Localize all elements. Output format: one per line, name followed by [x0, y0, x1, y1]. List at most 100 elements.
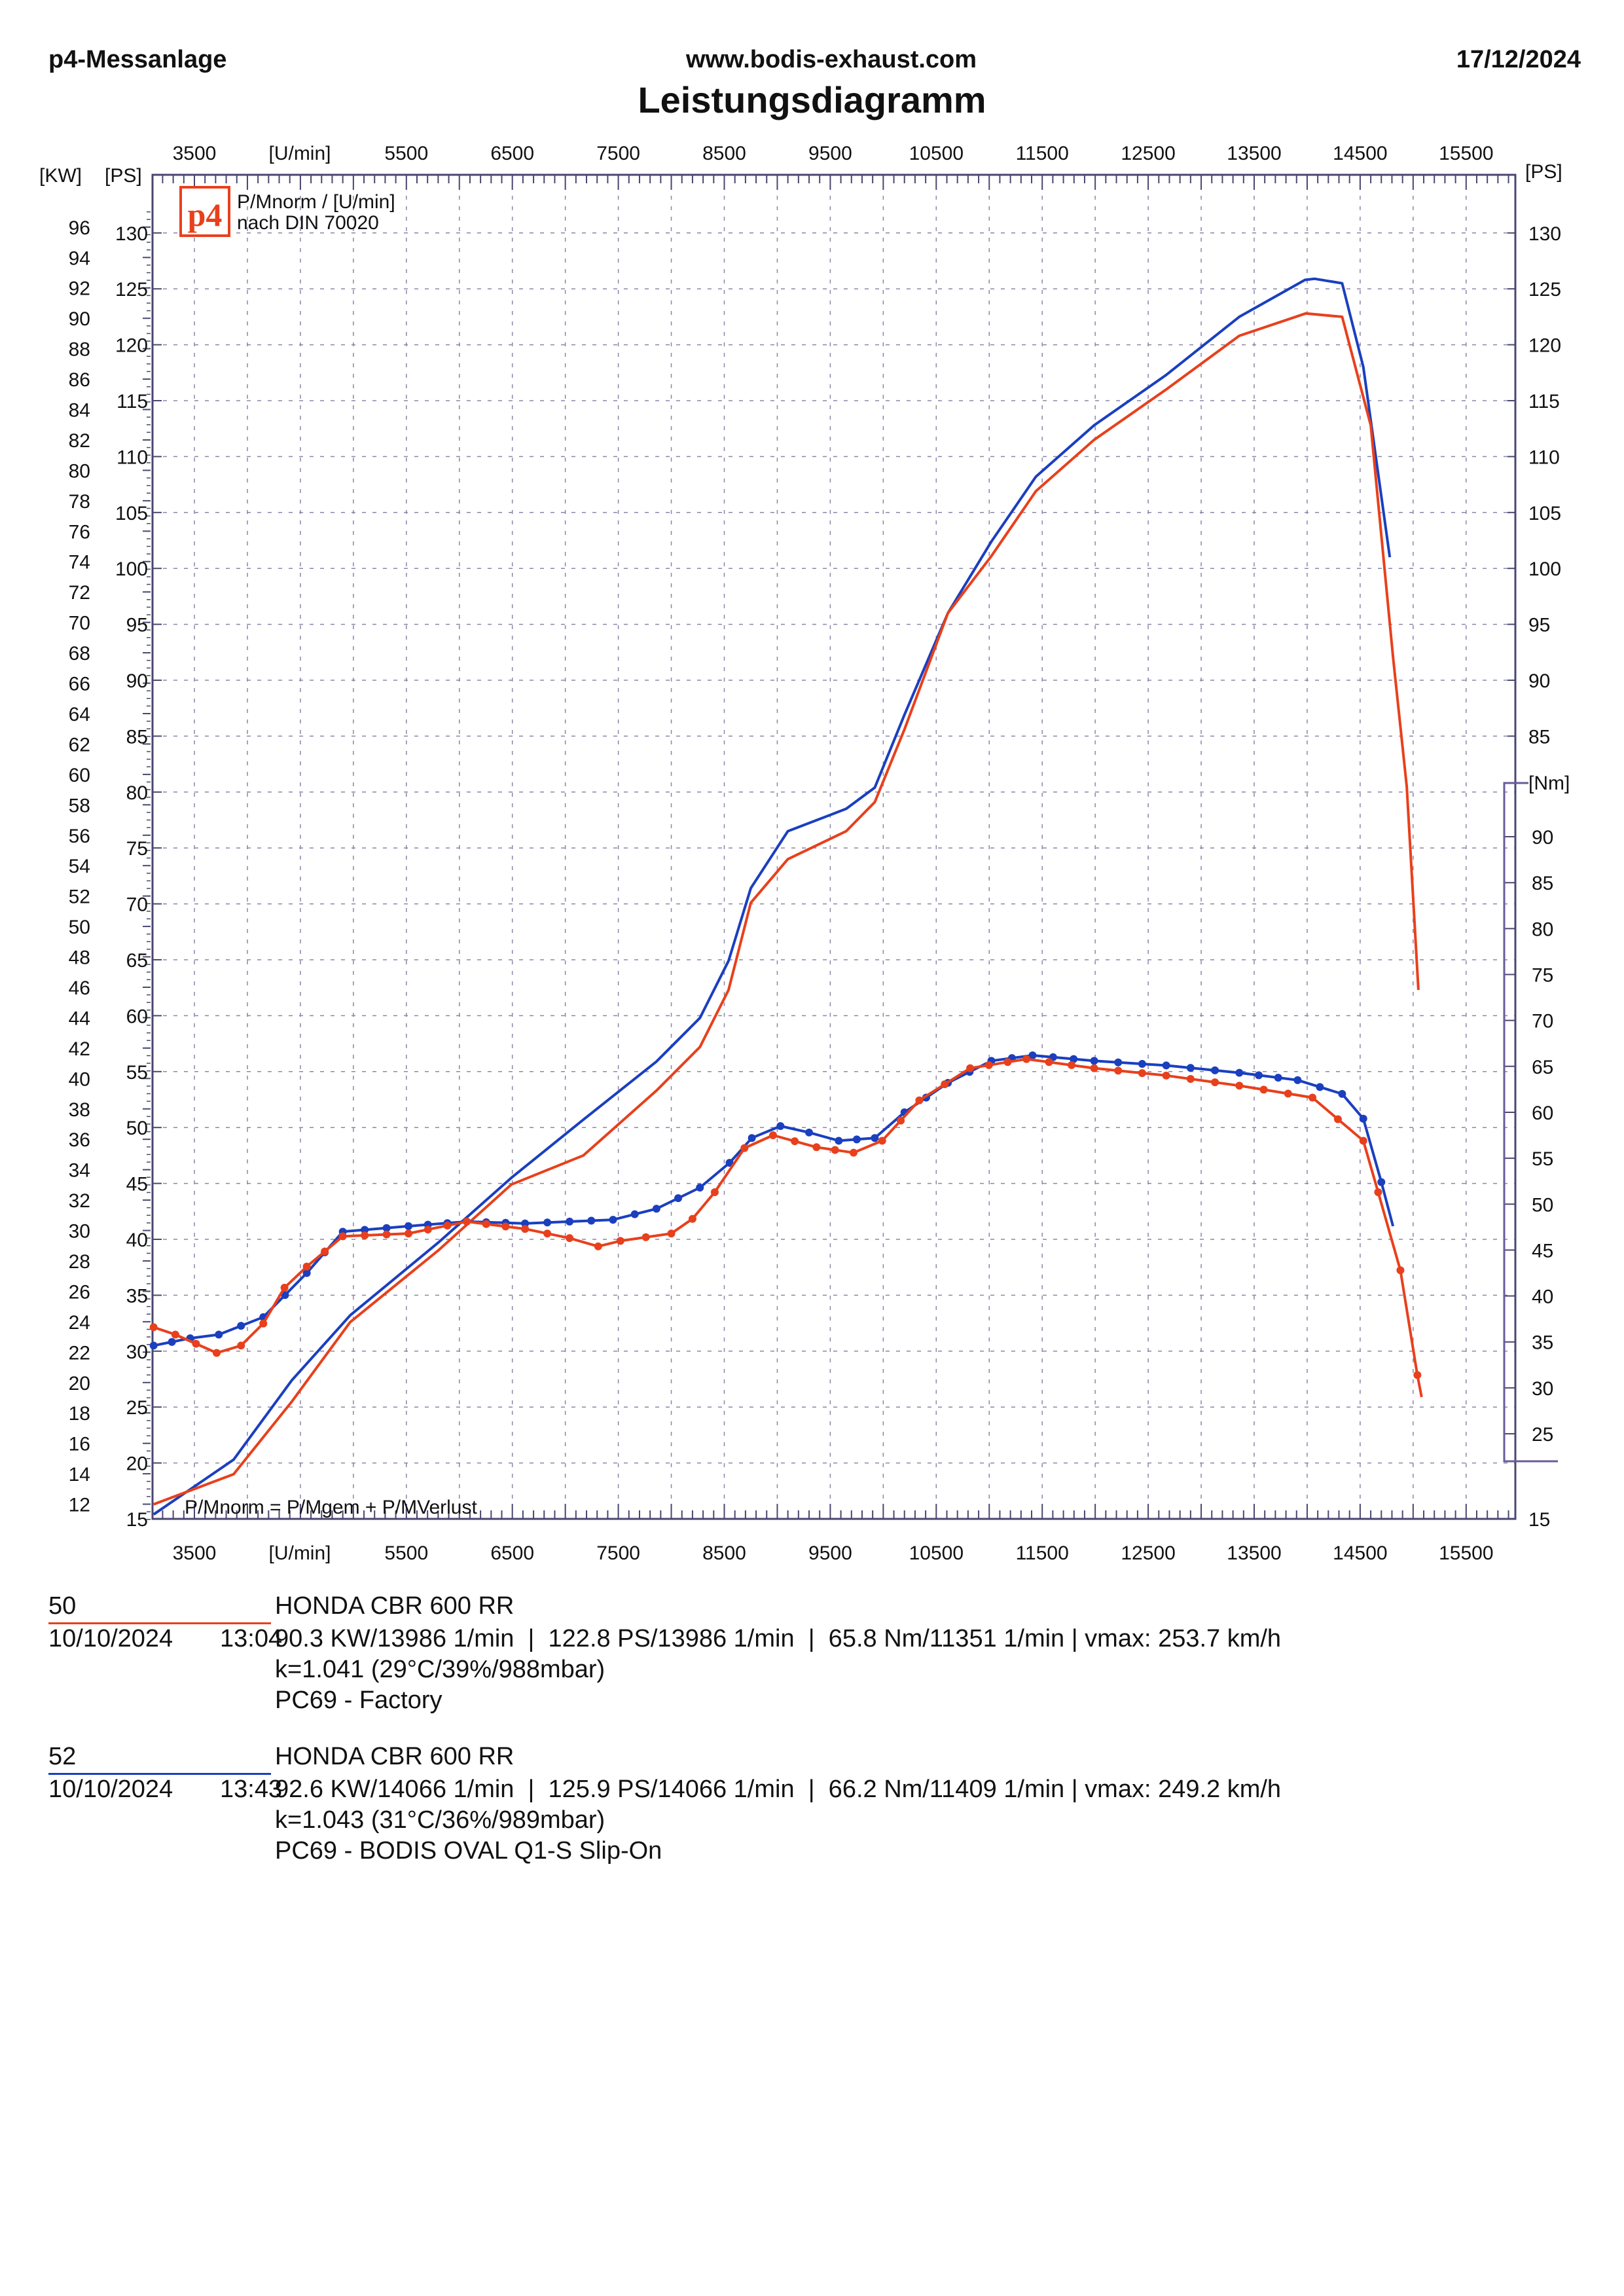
torque-point-run-50 — [171, 1330, 179, 1339]
kw-tick-label: 40 — [69, 1068, 90, 1090]
torque-point-run-52 — [1186, 1064, 1195, 1072]
nm-tick-label: 35 — [1532, 1332, 1553, 1354]
x-tick-label-top: 7500 — [596, 143, 640, 164]
x-tick-label-bottom: 10500 — [909, 1542, 964, 1564]
kw-tick-label: 50 — [69, 917, 90, 938]
torque-point-run-52 — [1255, 1071, 1263, 1080]
ps-tick-label: 85 — [126, 726, 148, 748]
ps-tick-label: 20 — [126, 1453, 148, 1475]
nm-tick-label: 25 — [1532, 1424, 1553, 1446]
x-tick-label-bottom: 15500 — [1439, 1542, 1493, 1564]
torque-point-run-52 — [302, 1269, 311, 1277]
ps-right-tick-label: 105 — [1528, 503, 1561, 524]
torque-point-run-52 — [1090, 1057, 1098, 1065]
ps-tick-label: 40 — [126, 1230, 148, 1251]
torque-point-run-52 — [361, 1226, 369, 1234]
kw-tick-label: 84 — [69, 400, 90, 422]
ps-right-tick-label: 15 — [1528, 1509, 1550, 1531]
ps-right-tick-label: 110 — [1528, 446, 1560, 468]
torque-point-run-52 — [168, 1338, 176, 1346]
torque-point-run-52 — [609, 1216, 617, 1224]
kw-tick-label: 30 — [69, 1221, 90, 1243]
nm-tick-label: 60 — [1532, 1102, 1553, 1124]
axis-ticks: 3500 3500 5500 5500 6500 6500 7500 7500 8500 8500… — [69, 143, 1561, 1564]
torque-point-run-52 — [1114, 1058, 1123, 1066]
torque-point-run-50 — [192, 1339, 200, 1348]
ps-right-tick-label: 120 — [1528, 335, 1561, 357]
ps-tick-label: 60 — [126, 1006, 148, 1027]
torque-point-run-50 — [543, 1230, 552, 1238]
torque-point-run-52 — [805, 1128, 814, 1137]
torque-point-run-50 — [831, 1146, 839, 1154]
kw-tick-label: 66 — [69, 674, 90, 695]
torque-point-run-52 — [521, 1219, 530, 1228]
ps-tick-label: 75 — [126, 838, 148, 860]
torque-point-run-50 — [212, 1349, 221, 1357]
ps-right-tick-label: 115 — [1528, 391, 1560, 412]
ps-tick-label: 35 — [126, 1285, 148, 1307]
legend-box: p4 P/Mnorm / [U/min] nach DIN 70020 — [179, 186, 395, 237]
kw-tick-label: 54 — [69, 856, 90, 877]
ps-tick-label: 45 — [126, 1174, 148, 1195]
torque-point-run-50 — [812, 1143, 821, 1152]
torque-curve-run-52 — [153, 1054, 1395, 1347]
x-tick-label-top: 5500 — [384, 143, 428, 164]
torque-point-run-52 — [149, 1341, 158, 1350]
nm-tick-label: 75 — [1532, 965, 1553, 987]
torque-point-run-50 — [1359, 1137, 1367, 1145]
x-tick-label-bottom: 14500 — [1333, 1542, 1387, 1564]
torque-point-run-50 — [966, 1064, 975, 1072]
torque-point-run-50 — [1003, 1058, 1012, 1066]
x-tick-label-top: 10500 — [909, 143, 964, 164]
torque-point-run-50 — [1022, 1055, 1031, 1063]
kw-tick-label: 92 — [69, 278, 90, 300]
torque-point-run-50 — [941, 1080, 949, 1089]
torque-point-run-52 — [1338, 1089, 1346, 1098]
website: www.bodis-exhaust.com — [685, 46, 977, 73]
kw-tick-label: 88 — [69, 339, 90, 361]
run-52-id: 52 — [48, 1743, 77, 1770]
kw-axis-label: [KW] — [39, 165, 82, 187]
torque-point-run-50 — [482, 1220, 490, 1228]
x-tick-label-top: 11500 — [1016, 143, 1069, 164]
kw-tick-label: 90 — [69, 308, 90, 330]
torque-point-run-50 — [616, 1237, 624, 1245]
kw-tick-label: 80 — [69, 460, 90, 482]
torque-axis-bracket — [1503, 782, 1558, 1463]
x-tick-label-bottom: 12500 — [1121, 1542, 1175, 1564]
torque-point-run-52 — [1293, 1076, 1302, 1084]
kw-tick-label: 24 — [69, 1312, 90, 1334]
torque-point-run-50 — [259, 1319, 268, 1328]
torque-point-run-50 — [443, 1221, 452, 1230]
kw-tick-label: 14 — [69, 1464, 90, 1485]
run-50-config: PC69 - Factory — [275, 1686, 442, 1714]
run-52-time: 13:43 — [220, 1776, 283, 1803]
x-tick-label-bottom: 13500 — [1227, 1542, 1281, 1564]
nm-tick-label: 65 — [1532, 1057, 1553, 1078]
nm-tick-label: 90 — [1532, 827, 1553, 848]
kw-tick-label: 78 — [69, 491, 90, 513]
kw-tick-label: 38 — [69, 1099, 90, 1121]
ps-tick-label: 105 — [115, 503, 148, 524]
nm-tick-label: 45 — [1532, 1240, 1553, 1262]
kw-tick-label: 72 — [69, 582, 90, 604]
x-tick-label-bottom: 6500 — [490, 1542, 534, 1564]
p4-logo-text: p4 — [188, 196, 223, 233]
torque-point-run-50 — [1284, 1089, 1292, 1098]
x-tick-label-top: 12500 — [1121, 143, 1175, 164]
torque-point-run-52 — [852, 1135, 861, 1144]
torque-point-run-50 — [1259, 1085, 1268, 1094]
run-52-date: 10/10/2024 — [48, 1776, 173, 1803]
ps-tick-label: 130 — [115, 223, 148, 245]
torque-point-run-50 — [361, 1231, 369, 1239]
torque-point-run-50 — [405, 1230, 413, 1238]
torque-point-run-50 — [1114, 1066, 1123, 1075]
run-50-time: 13:04 — [220, 1625, 283, 1652]
torque-point-run-52 — [566, 1217, 574, 1226]
torque-point-run-52 — [215, 1330, 223, 1339]
torque-point-run-50 — [424, 1226, 432, 1234]
kw-tick-label: 18 — [69, 1403, 90, 1425]
torque-point-run-52 — [382, 1224, 391, 1232]
x-tick-label-bottom: 7500 — [596, 1542, 640, 1564]
ps-right-tick-label: 125 — [1528, 279, 1561, 301]
